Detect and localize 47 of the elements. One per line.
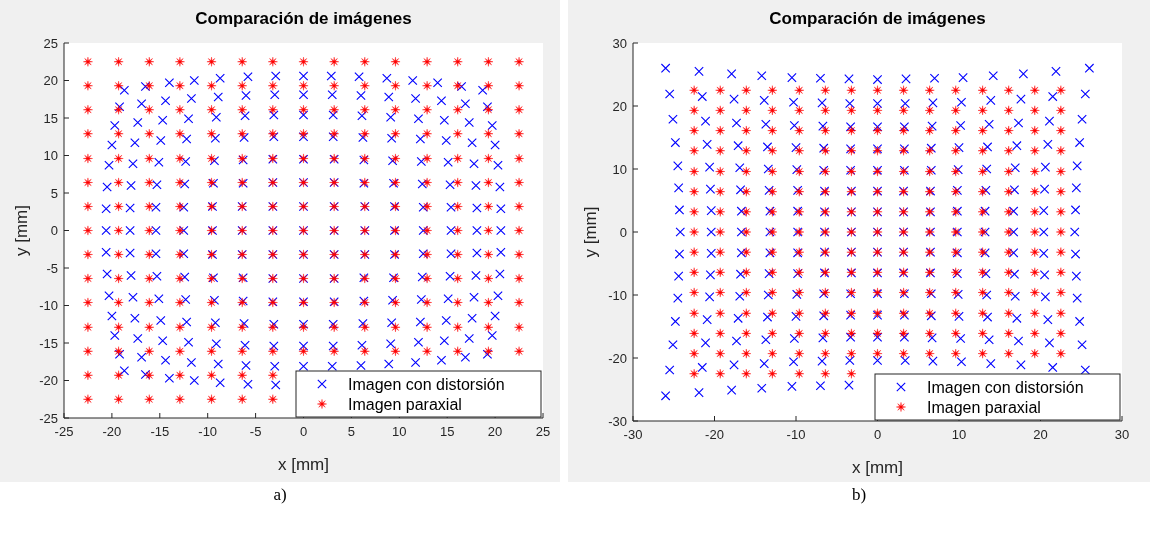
x-axis-title: x [mm] — [852, 458, 903, 477]
legend-label: Imagen con distorsión — [348, 376, 505, 393]
x-tick-label: -20 — [102, 424, 122, 439]
text: a) — [273, 485, 287, 504]
y-tick-label: 5 — [50, 185, 58, 201]
y-tick-label: 20 — [612, 98, 627, 114]
y-axis-title: y [mm] — [581, 206, 600, 258]
x-tick-label: 10 — [392, 424, 407, 439]
x-tick-label: -5 — [249, 424, 262, 439]
x-axis-title: x [mm] — [278, 455, 329, 474]
text: b) — [851, 485, 867, 504]
x-tick-label: -15 — [150, 424, 170, 439]
x-tick-label: 20 — [487, 424, 503, 439]
y-tick-label: -20 — [608, 350, 627, 366]
y-tick-label: 10 — [43, 148, 58, 163]
x-tick-label: -30 — [623, 427, 643, 442]
x-tick-label: 15 — [439, 424, 455, 439]
y-tick-label: 20 — [43, 73, 58, 88]
x-tick-label: 25 — [535, 424, 551, 439]
y-tick-label: -10 — [608, 287, 627, 303]
x-tick-label: 5 — [347, 424, 356, 439]
y-tick-label: -15 — [39, 335, 58, 351]
x-tick-label: 0 — [299, 424, 308, 439]
y-axis-title: y [mm] — [12, 205, 31, 256]
y-tick-label: 0 — [619, 224, 627, 240]
x-tick-label: -10 — [198, 424, 218, 439]
y-tick-label: 10 — [612, 161, 627, 177]
legend-label: Imagen paraxial — [927, 399, 1041, 416]
chart-title: Comparación de imágenes — [195, 9, 412, 28]
x-tick-label: -10 — [786, 427, 806, 442]
y-tick-label: -20 — [39, 373, 58, 388]
y-tick-label: -30 — [608, 413, 627, 429]
x-tick-label: -20 — [705, 427, 724, 442]
x-tick-label: 10 — [951, 427, 967, 442]
chart-title: Comparación de imágenes — [769, 9, 986, 28]
legend-label: Imagen paraxial — [348, 396, 462, 413]
y-tick-label: -25 — [39, 410, 58, 426]
y-tick-label: 0 — [50, 223, 58, 238]
y-tick-label: -5 — [46, 260, 58, 276]
y-tick-label: 30 — [612, 35, 627, 51]
x-tick-label: 20 — [1033, 427, 1048, 442]
y-tick-label: 25 — [43, 35, 58, 51]
y-tick-label: -10 — [39, 298, 58, 313]
x-tick-label: 30 — [1114, 427, 1130, 442]
legend-label: Imagen con distorsión — [927, 379, 1084, 396]
y-tick-label: 15 — [43, 110, 58, 126]
x-tick-label: 0 — [873, 427, 882, 442]
